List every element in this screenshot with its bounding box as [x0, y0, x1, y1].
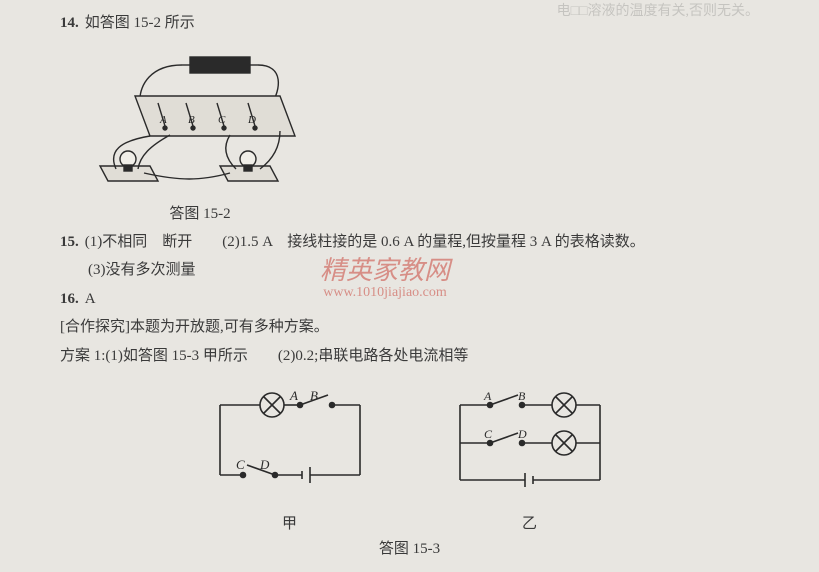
circuit-diagram-left: A B C D — [200, 375, 380, 505]
svg-text:D: D — [259, 457, 270, 472]
q14-number: 14. — [60, 15, 79, 31]
question-15: 15. (1)不相同 断开 (2)1.5 A 接线柱接的是 0.6 A 的量程,但… — [30, 231, 789, 254]
q16-plan1a: 方案 1:(1)如答图 15-3 甲所示 — [60, 348, 248, 364]
q15-number: 15. — [60, 234, 79, 250]
svg-text:D: D — [517, 427, 527, 441]
svg-text:A: A — [483, 389, 492, 403]
svg-text:C: C — [484, 427, 493, 441]
circuit-left-label: 甲 — [200, 512, 380, 533]
q16-number: 16. — [60, 291, 79, 307]
circuit-diagram-right: A B C D — [440, 375, 620, 505]
q16-cooperation: [合作探究]本题为开放题,可有多种方案。 — [30, 316, 789, 339]
question-16: 16. A — [30, 288, 789, 311]
figure-15-3: A B C D 甲 — [30, 375, 789, 533]
q16-answer: A — [85, 291, 96, 307]
svg-text:A: A — [289, 388, 298, 403]
q14-text: 如答图 15-2 所示 — [85, 15, 195, 31]
q15-part2: (2)1.5 A 接线柱接的是 0.6 A 的量程,但按量程 3 A 的表格读数… — [222, 234, 645, 250]
circuit-left-wrap: A B C D 甲 — [200, 375, 380, 533]
circuit-right-wrap: A B C D 乙 — [440, 375, 620, 533]
q16-plan1b: (2)0.2;串联电路各处电流相等 — [278, 348, 468, 364]
figure-15-3-caption: 答图 15-3 — [30, 537, 789, 558]
svg-text:D: D — [247, 114, 256, 126]
q15-part1: (1)不相同 断开 — [85, 234, 193, 250]
q16-plan1: 方案 1:(1)如答图 15-3 甲所示 (2)0.2;串联电路各处电流相等 — [30, 345, 789, 368]
svg-text:B: B — [188, 114, 195, 126]
circuit-right-label: 乙 — [440, 512, 620, 533]
svg-text:B: B — [518, 389, 526, 403]
svg-text:C: C — [236, 457, 245, 472]
svg-text:B: B — [310, 388, 318, 403]
faded-background-text: 电□□溶液的温度有关,否则无关。 — [557, 0, 759, 20]
svg-text:A: A — [159, 114, 167, 126]
figure-15-2: A B C D — [80, 51, 310, 191]
figure-15-2-caption: 答图 15-2 — [50, 202, 350, 223]
q15-part3: (3)没有多次测量 — [30, 259, 789, 282]
svg-text:C: C — [218, 114, 226, 126]
